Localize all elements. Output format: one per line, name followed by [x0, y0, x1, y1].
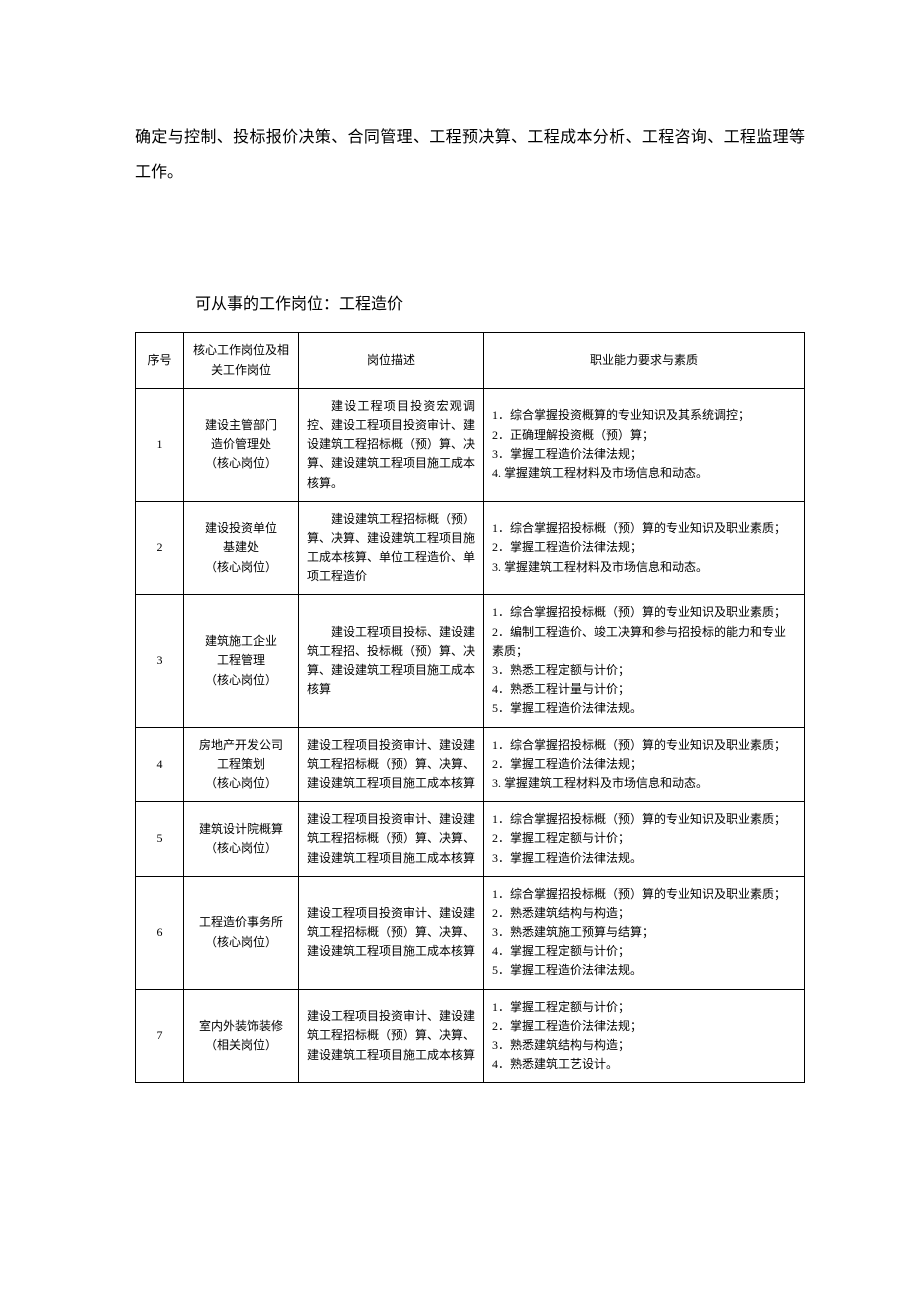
table-header-row: 序号 核心工作岗位及相关工作岗位 岗位描述 职业能力要求与素质	[136, 333, 805, 388]
header-num: 序号	[136, 333, 184, 388]
cell-num: 3	[136, 595, 184, 727]
cell-num: 7	[136, 989, 184, 1083]
cell-position: 建筑设计院概算（核心岗位）	[184, 802, 299, 877]
header-requirements: 职业能力要求与素质	[484, 333, 805, 388]
table-row: 4房地产开发公司工程策划（核心岗位）建设工程项目投资审计、建设建筑工程招标概（预…	[136, 727, 805, 802]
cell-requirements: 1．综合掌握招投标概（预）算的专业知识及职业素质；2．掌握工程造价法律法规；3.…	[484, 727, 805, 802]
cell-position: 建设主管部门造价管理处（核心岗位）	[184, 388, 299, 501]
cell-position: 室内外装饰装修（相关岗位）	[184, 989, 299, 1083]
cell-num: 4	[136, 727, 184, 802]
cell-description: 建设工程项目投资审计、建设建筑工程招标概（预）算、决算、建设建筑工程项目施工成本…	[299, 876, 484, 989]
intro-paragraph: 确定与控制、投标报价决策、合同管理、工程预决算、工程成本分析、工程咨询、工程监理…	[135, 120, 805, 190]
cell-description: 建设建筑工程招标概（预）算、决算、建设建筑工程项目施工成本核算、单位工程造价、单…	[299, 501, 484, 595]
cell-requirements: 1．综合掌握招投标概（预）算的专业知识及职业素质；2．掌握工程定额与计价；3．掌…	[484, 802, 805, 877]
cell-requirements: 1．综合掌握投资概算的专业知识及其系统调控；2．正确理解投资概（预）算；3．掌握…	[484, 388, 805, 501]
cell-position: 房地产开发公司工程策划（核心岗位）	[184, 727, 299, 802]
header-description: 岗位描述	[299, 333, 484, 388]
cell-requirements: 1．掌握工程定额与计价；2．掌握工程造价法律法规；3．熟悉建筑结构与构造；4．熟…	[484, 989, 805, 1083]
cell-position: 建筑施工企业工程管理（核心岗位）	[184, 595, 299, 727]
cell-description: 建设工程项目投资审计、建设建筑工程招标概（预）算、决算、建设建筑工程项目施工成本…	[299, 802, 484, 877]
section-title: 可从事的工作岗位：工程造价	[195, 290, 805, 314]
cell-description: 建设工程项目投资审计、建设建筑工程招标概（预）算、决算、建设建筑工程项目施工成本…	[299, 989, 484, 1083]
table-row: 1建设主管部门造价管理处（核心岗位）建设工程项目投资宏观调控、建设工程项目投资审…	[136, 388, 805, 501]
cell-num: 1	[136, 388, 184, 501]
cell-num: 5	[136, 802, 184, 877]
job-positions-table: 序号 核心工作岗位及相关工作岗位 岗位描述 职业能力要求与素质 1建设主管部门造…	[135, 332, 805, 1083]
cell-position: 工程造价事务所（核心岗位）	[184, 876, 299, 989]
cell-requirements: 1．综合掌握招投标概（预）算的专业知识及职业素质；2．编制工程造价、竣工决算和参…	[484, 595, 805, 727]
cell-requirements: 1．综合掌握招投标概（预）算的专业知识及职业素质；2．掌握工程造价法律法规；3.…	[484, 501, 805, 595]
cell-description: 建设工程项目投资审计、建设建筑工程招标概（预）算、决算、建设建筑工程项目施工成本…	[299, 727, 484, 802]
cell-position: 建设投资单位基建处（核心岗位）	[184, 501, 299, 595]
cell-description: 建设工程项目投标、建设建筑工程招、投标概（预）算、决算、建设建筑工程项目施工成本…	[299, 595, 484, 727]
table-row: 2建设投资单位基建处（核心岗位）建设建筑工程招标概（预）算、决算、建设建筑工程项…	[136, 501, 805, 595]
table-row: 5建筑设计院概算（核心岗位）建设工程项目投资审计、建设建筑工程招标概（预）算、决…	[136, 802, 805, 877]
table-row: 7室内外装饰装修（相关岗位）建设工程项目投资审计、建设建筑工程招标概（预）算、决…	[136, 989, 805, 1083]
cell-num: 2	[136, 501, 184, 595]
cell-description: 建设工程项目投资宏观调控、建设工程项目投资审计、建设建筑工程招标概（预）算、决算…	[299, 388, 484, 501]
header-position: 核心工作岗位及相关工作岗位	[184, 333, 299, 388]
cell-requirements: 1．综合掌握招投标概（预）算的专业知识及职业素质；2．熟悉建筑结构与构造；3．熟…	[484, 876, 805, 989]
table-row: 3建筑施工企业工程管理（核心岗位）建设工程项目投标、建设建筑工程招、投标概（预）…	[136, 595, 805, 727]
table-row: 6工程造价事务所（核心岗位）建设工程项目投资审计、建设建筑工程招标概（预）算、决…	[136, 876, 805, 989]
cell-num: 6	[136, 876, 184, 989]
